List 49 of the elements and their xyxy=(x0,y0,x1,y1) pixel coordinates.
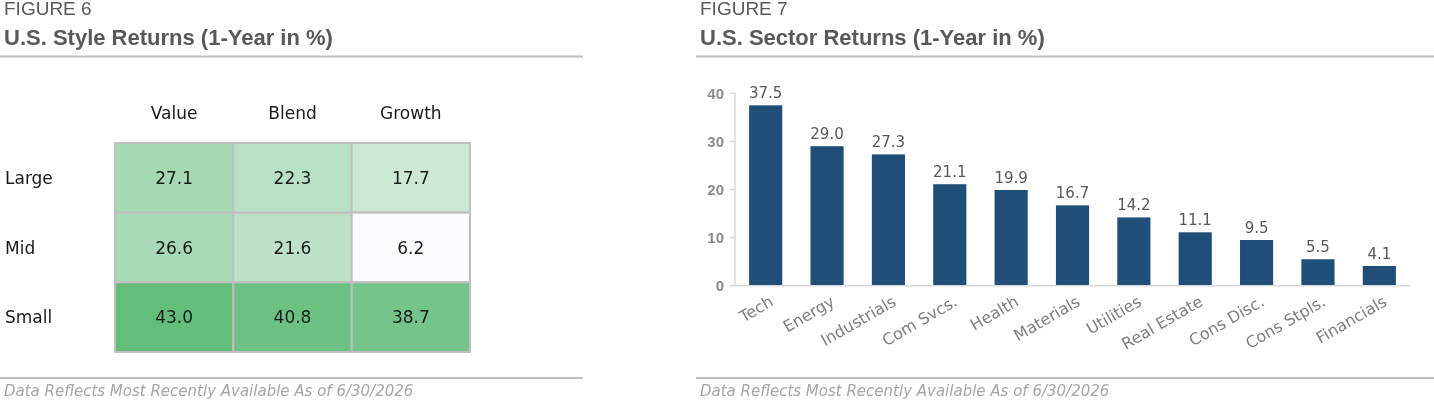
bar xyxy=(1117,217,1151,286)
data-label: 40.8 xyxy=(273,307,312,328)
data-label: 4.1 xyxy=(1367,244,1392,263)
bar xyxy=(810,146,844,286)
data-label: 9.5 xyxy=(1244,219,1269,238)
caption: FIGURE 6 xyxy=(4,0,92,19)
data-label: 5.5 xyxy=(1306,238,1330,257)
bar xyxy=(933,184,967,286)
bar xyxy=(1301,259,1335,286)
text: Data Reflects Most Recently Available As of 6/30/2026 xyxy=(700,382,1110,400)
text: Data Reflects Most Recently Available As of 6/30/2026 xyxy=(4,382,414,400)
bar xyxy=(1178,232,1212,286)
bar xyxy=(749,105,783,286)
data-label: 38.7 xyxy=(391,307,430,328)
y-tick-label: Mid xyxy=(5,237,36,258)
data-label: 21.6 xyxy=(273,237,312,258)
y-tick-label: 10 xyxy=(707,229,724,247)
data-label: 6.2 xyxy=(397,237,425,258)
bar xyxy=(871,154,905,286)
bar xyxy=(1362,265,1396,286)
data-label: 26.6 xyxy=(155,237,194,258)
data-label: 21.1 xyxy=(933,163,967,182)
data-label: 43.0 xyxy=(155,307,194,328)
data-label: 27.1 xyxy=(155,167,194,188)
caption: FIGURE 7 xyxy=(700,0,788,19)
data-label: 16.7 xyxy=(1055,184,1090,203)
chart-title: U.S. Sector Returns (1-Year in %) xyxy=(700,25,1045,50)
data-label: 14.2 xyxy=(1117,196,1151,215)
data-label: 22.3 xyxy=(273,167,312,188)
bar xyxy=(1055,205,1090,286)
x-tick-label: Tech xyxy=(735,291,777,327)
data-label: 17.7 xyxy=(391,167,430,188)
y-tick-label: 20 xyxy=(707,181,724,198)
y-tick-label: Large xyxy=(5,167,53,188)
data-label: 11.1 xyxy=(1178,211,1212,230)
x-tick-label: Blend xyxy=(268,103,317,123)
x-tick-label: Growth xyxy=(380,103,442,123)
y-tick-label: 30 xyxy=(707,132,724,150)
data-label: 27.3 xyxy=(871,133,906,152)
bar xyxy=(994,189,1028,286)
data-label: 37.5 xyxy=(748,84,783,103)
x-tick-label: Value xyxy=(150,103,198,123)
y-tick-label: Small xyxy=(5,307,53,328)
bar xyxy=(1240,240,1274,286)
y-tick-label: 40 xyxy=(707,84,724,102)
y-tick-label: 0 xyxy=(715,277,724,295)
data-label: 19.9 xyxy=(994,168,1028,187)
chart-title: U.S. Style Returns (1-Year in %) xyxy=(4,25,333,50)
data-label: 29.0 xyxy=(810,125,844,144)
